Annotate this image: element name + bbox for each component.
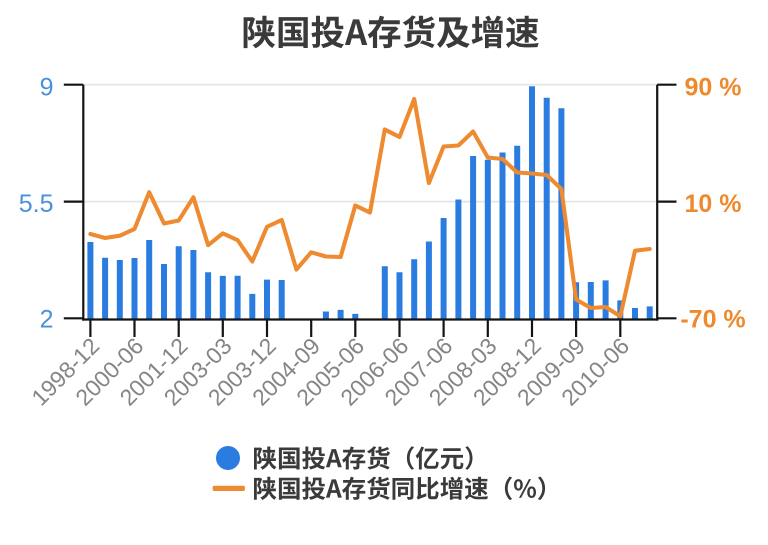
svg-text:90 %: 90 %	[685, 74, 742, 102]
svg-text:5.5: 5.5	[19, 190, 54, 218]
svg-text:2: 2	[40, 306, 54, 334]
svg-text:9: 9	[40, 74, 54, 102]
svg-text:-70 %: -70 %	[680, 306, 745, 334]
svg-text:10 %: 10 %	[685, 190, 742, 218]
